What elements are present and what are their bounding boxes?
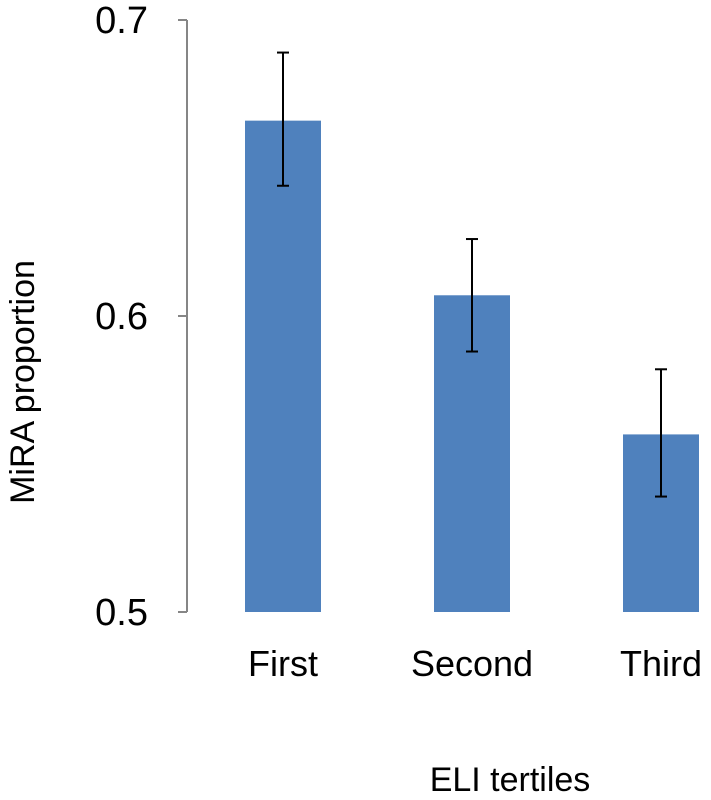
y-tick-label: 0.6 — [95, 296, 148, 338]
y-tick-label: 0.7 — [95, 0, 148, 42]
x-axis-title: ELI tertiles — [430, 761, 591, 799]
bar-first — [245, 120, 321, 612]
error-bar-first — [277, 51, 289, 187]
x-tick-label: Third — [620, 643, 702, 684]
y-axis-title: MiRA proportion — [4, 260, 42, 504]
error-bar-third — [655, 368, 667, 498]
labels-layer: 0.5 0.6 0.7 First Second Third — [95, 0, 702, 684]
x-tick-label: Second — [411, 643, 533, 684]
x-tick-label: First — [248, 643, 318, 684]
y-axis — [178, 19, 188, 613]
error-bar-second — [466, 238, 478, 353]
error-bars-layer — [277, 51, 667, 498]
y-tick-label: 0.5 — [95, 592, 148, 634]
bars-layer — [245, 120, 699, 612]
